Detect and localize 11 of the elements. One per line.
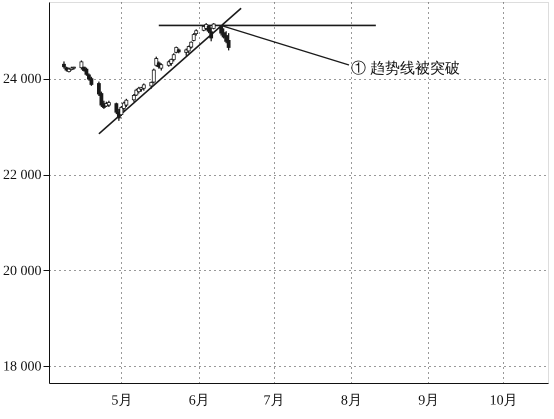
y-tick-label: 22 000 [3, 168, 42, 184]
x-tick-label: 7月 [264, 394, 285, 408]
annotation: ① 趋势线被突破 [351, 60, 460, 77]
x-tick-label: 9月 [418, 394, 440, 408]
x-tick-label: 6月 [188, 394, 210, 408]
x-tick-label: 10月 [490, 394, 518, 408]
y-tick-label: 18 000 [3, 360, 42, 375]
x-tick-label: 8月 [340, 394, 362, 408]
y-tick-label: 20 000 [3, 264, 42, 279]
x-tick-label: 5月 [111, 394, 132, 408]
y-tick-label: 24 000 [3, 72, 42, 88]
